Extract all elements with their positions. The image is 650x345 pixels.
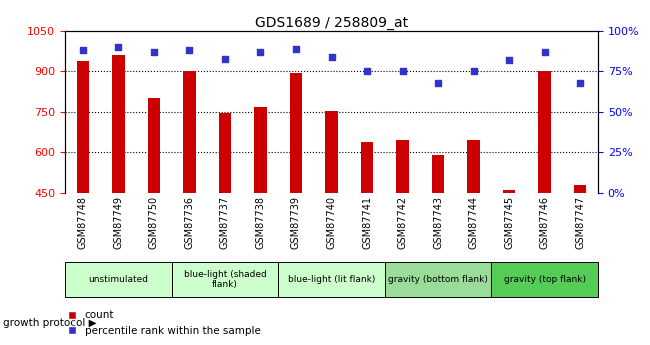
Text: GSM87736: GSM87736 (185, 196, 194, 249)
Point (504, 57, 514, 63)
Text: GSM87747: GSM87747 (575, 196, 585, 249)
Point (433, 80, 443, 86)
Text: GSM87740: GSM87740 (326, 196, 337, 249)
Text: blue-light (lit flank): blue-light (lit flank) (288, 275, 375, 284)
Bar (491, 262, 598, 297)
Bar (503, 190, 515, 193)
Bar (172, 262, 278, 297)
Point (149, 49, 159, 55)
Bar (254, 107, 266, 193)
Text: growth protocol ▶: growth protocol ▶ (3, 318, 97, 327)
Point (326, 54, 337, 60)
Point (469, 69, 479, 74)
Bar (290, 73, 302, 193)
Point (362, 69, 372, 74)
Text: GSM87739: GSM87739 (291, 196, 301, 249)
Bar (183, 71, 196, 193)
Text: GSM87744: GSM87744 (469, 196, 478, 249)
Bar (574, 185, 586, 193)
Text: blue-light (shaded
flank): blue-light (shaded flank) (183, 270, 266, 289)
Point (184, 48, 194, 53)
Text: GSM87738: GSM87738 (255, 196, 265, 249)
Bar (396, 140, 409, 193)
Bar (467, 140, 480, 193)
Bar (361, 141, 373, 193)
Bar (385, 262, 491, 297)
Text: GSM87741: GSM87741 (362, 196, 372, 249)
Text: unstimulated: unstimulated (88, 275, 148, 284)
Bar (148, 98, 160, 193)
Point (291, 46, 301, 52)
Point (540, 49, 550, 55)
Point (113, 45, 124, 50)
Bar (538, 71, 551, 193)
Text: GSM87749: GSM87749 (113, 196, 124, 249)
Legend: count, percentile rank within the sample: count, percentile rank within the sample (64, 306, 265, 340)
Bar (112, 55, 125, 193)
Point (220, 56, 230, 61)
Bar (325, 110, 338, 193)
Text: GSM87742: GSM87742 (398, 196, 408, 249)
Text: GSM87748: GSM87748 (78, 196, 88, 249)
Point (397, 69, 408, 74)
Bar (218, 113, 231, 193)
Bar (77, 61, 89, 193)
Text: GSM87746: GSM87746 (540, 196, 550, 249)
Point (255, 49, 266, 55)
Bar (65, 262, 172, 297)
Bar (432, 155, 445, 193)
Text: GSM87750: GSM87750 (149, 196, 159, 249)
Point (575, 80, 586, 86)
Text: gravity (bottom flank): gravity (bottom flank) (388, 275, 488, 284)
Text: GSM87743: GSM87743 (433, 196, 443, 249)
Text: GSM87745: GSM87745 (504, 196, 514, 249)
Title: GDS1689 / 258809_at: GDS1689 / 258809_at (255, 16, 408, 30)
Bar (278, 262, 385, 297)
Text: gravity (top flank): gravity (top flank) (504, 275, 586, 284)
Point (77, 48, 88, 53)
Text: GSM87737: GSM87737 (220, 196, 230, 249)
